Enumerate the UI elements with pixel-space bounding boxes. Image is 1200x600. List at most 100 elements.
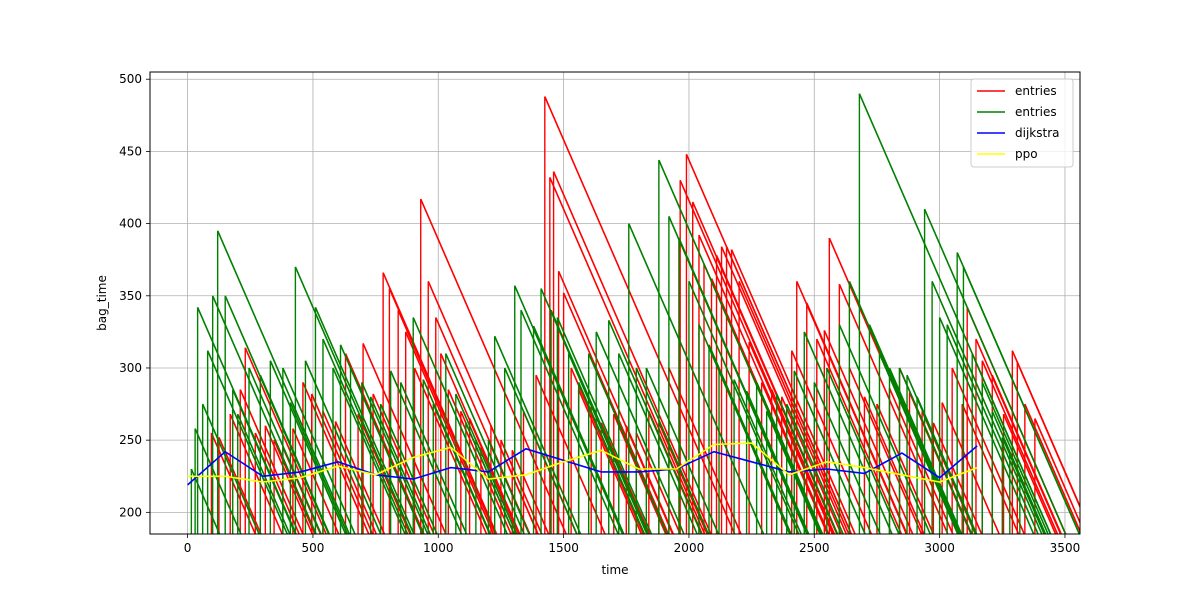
sawtooth-decay bbox=[493, 335, 582, 534]
sawtooth-decay bbox=[304, 360, 382, 534]
sawtooth-decay bbox=[765, 410, 821, 534]
x-tick-label: 3000 bbox=[924, 541, 955, 555]
sawtooth-decay bbox=[868, 324, 962, 534]
y-tick-label: 300 bbox=[119, 361, 142, 375]
sawtooth-decay bbox=[876, 403, 935, 534]
sawtooth-decay bbox=[513, 285, 624, 534]
x-tick-label: 0 bbox=[184, 541, 192, 555]
y-axis-label: bag_time bbox=[95, 275, 109, 331]
sawtooth-decay bbox=[1002, 413, 1057, 534]
x-tick-label: 3500 bbox=[1050, 541, 1081, 555]
sawtooth-decay bbox=[500, 439, 543, 534]
sawtooth-decay bbox=[698, 234, 830, 534]
sawtooth-decay bbox=[567, 353, 648, 534]
sawtooth-decay bbox=[838, 324, 932, 534]
sawtooth-decay bbox=[803, 331, 893, 534]
series-line-dijkstra bbox=[187, 445, 978, 486]
sawtooth-decay bbox=[552, 171, 712, 534]
sawtooth-decay bbox=[730, 249, 856, 534]
sawtooth-decay bbox=[806, 302, 908, 534]
sawtooth-decay bbox=[688, 281, 800, 534]
sawtooth-decay bbox=[775, 393, 839, 534]
sawtooth-decay bbox=[1019, 475, 1046, 534]
sawtooth-decay bbox=[294, 266, 413, 534]
series-layer bbox=[187, 93, 1080, 534]
sawtooth-decay bbox=[971, 353, 1052, 534]
sawtooth-decay bbox=[587, 353, 668, 534]
x-tick-label: 1500 bbox=[548, 541, 579, 555]
y-tick-label: 500 bbox=[119, 72, 142, 86]
sawtooth-decay bbox=[981, 382, 1049, 534]
sawtooth-decay bbox=[991, 374, 1063, 534]
legend: entries entries dijkstra ppo bbox=[970, 78, 1074, 168]
sawtooth-decay bbox=[332, 367, 406, 534]
sawtooth-decay bbox=[248, 367, 322, 534]
sawtooth-decay bbox=[923, 208, 1067, 534]
sawtooth-decay bbox=[916, 396, 978, 534]
sawtooth-decay bbox=[269, 360, 347, 534]
plot-frame bbox=[149, 71, 1081, 535]
sawtooth-decay bbox=[720, 246, 848, 534]
sawtooth-decay bbox=[607, 320, 703, 534]
sawtooth-decay bbox=[520, 309, 620, 534]
sawtooth-decay bbox=[389, 370, 463, 534]
sawtooth-decay bbox=[733, 379, 802, 534]
sawtooth-decay bbox=[379, 403, 438, 534]
sawtooth-decay bbox=[1016, 361, 1080, 509]
y-tick-label: 250 bbox=[119, 433, 142, 447]
sawtooth-decay bbox=[259, 374, 331, 534]
y-tick-label: 350 bbox=[119, 289, 142, 303]
sawtooth-decay bbox=[310, 393, 374, 534]
sawtooth-decay bbox=[218, 436, 262, 534]
legend-label: entries bbox=[1015, 105, 1057, 119]
sawtooth-decay bbox=[194, 428, 242, 534]
legend-box bbox=[970, 78, 1074, 168]
sawtooth-decay bbox=[718, 370, 791, 534]
sawtooth-decay bbox=[770, 389, 836, 534]
sawtooth-decay bbox=[562, 292, 670, 534]
sawtooth-decay bbox=[1034, 418, 1080, 525]
sawtooth-decay bbox=[946, 324, 1039, 534]
ticks: 0 500 1000 1500 2000 2500 3000 3500 200 250 300 350… bbox=[119, 72, 1080, 555]
legend-label: dijkstra bbox=[1015, 126, 1059, 140]
legend-label: entries bbox=[1015, 84, 1057, 98]
sawtooth-decay bbox=[289, 402, 349, 534]
x-tick-label: 2500 bbox=[799, 541, 830, 555]
sawtooth-decay bbox=[475, 439, 518, 534]
sawtooth-decay bbox=[793, 370, 866, 534]
sawtooth-decay bbox=[322, 338, 409, 534]
x-tick-label: 1000 bbox=[423, 541, 454, 555]
sawtooth-decay bbox=[419, 198, 567, 534]
sawtooth-decay bbox=[981, 360, 1059, 534]
sawtooth-decay bbox=[397, 309, 497, 534]
sawtooth-decay bbox=[823, 330, 914, 534]
sawtooth-decay bbox=[362, 343, 447, 534]
x-axis-label: time bbox=[601, 563, 628, 577]
sawtooth-decay bbox=[206, 350, 289, 534]
y-tick-label: 450 bbox=[119, 144, 142, 158]
x-tick-label: 500 bbox=[301, 541, 324, 555]
y-tick-label: 400 bbox=[119, 217, 142, 231]
sawtooth-decay bbox=[628, 223, 765, 534]
sawtooth-decay bbox=[544, 96, 736, 534]
sawtooth-decay bbox=[962, 266, 1080, 534]
sawtooth-decay bbox=[550, 309, 650, 534]
sawtooth-decay bbox=[898, 367, 973, 534]
sawtooth-decay bbox=[216, 230, 351, 534]
sawtooth-decay bbox=[725, 246, 853, 534]
sawtooth-decay bbox=[322, 410, 378, 534]
sawtooth-decay bbox=[961, 403, 1020, 534]
sawtooth-decay bbox=[951, 367, 1026, 534]
sawtooth-decay bbox=[239, 389, 304, 534]
sawtooth-decay bbox=[785, 403, 844, 534]
sawtooth-decay bbox=[349, 367, 424, 534]
sawtooth-decay bbox=[229, 413, 284, 534]
y-tick-label: 200 bbox=[119, 505, 142, 519]
sawtooth-decay bbox=[848, 367, 923, 534]
sawtooth-decay bbox=[738, 281, 850, 534]
sawtooth-decay bbox=[678, 237, 809, 534]
sawtooth-decay bbox=[600, 422, 651, 534]
series-line-ppo bbox=[187, 442, 978, 483]
